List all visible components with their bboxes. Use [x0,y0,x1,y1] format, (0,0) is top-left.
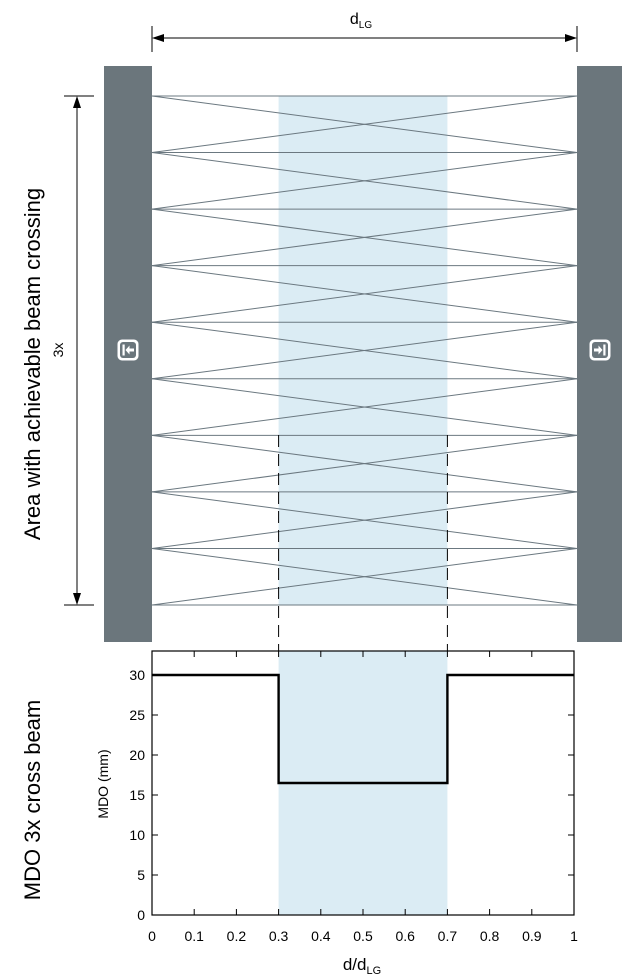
left-icon-bar [122,344,125,356]
x-tick-label-3: 0.3 [269,928,289,944]
beam-diagonal-up-7 [151,434,578,493]
top-dimension-right-arrow [565,34,577,42]
x-tick-label-2: 0.2 [227,928,247,944]
left-icon-arrow [125,345,134,355]
y-tick-label-4: 20 [129,747,145,763]
beam-diagonal-up-1 [151,95,578,154]
x-tick-label-4: 0.4 [311,928,331,944]
x-axis-label: d/dLG [343,955,381,977]
dashed-guides [278,435,448,651]
y-tick-label-5: 25 [129,707,145,723]
upper-side-label: Area with achievable beam crossing [20,188,45,540]
x-tick-label-5: 0.5 [353,928,373,944]
arrow-into-bar-left-icon [117,339,139,361]
left-dimension-bottom-arrow [73,593,81,605]
y-axis-label: MDO (mm) [95,749,111,818]
x-axis-ticks: 0 0.1 0.2 0.3 0.4 0.5 0.6 0.7 0.8 0.9 1 [148,651,578,944]
top-dimension-label: dLG [350,11,372,31]
arrow-into-bar-right-icon [589,339,611,361]
y-tick-label-0: 0 [137,907,145,923]
beam-diagonal-up-9 [151,547,578,606]
top-dimension-left-arrow [152,34,164,42]
x-tick-label-6: 0.6 [395,928,415,944]
beam-diagonal-up-5 [151,321,578,380]
x-tick-label-0: 0 [148,928,156,944]
right-icon-arrow [594,345,603,355]
beam-diagonal-up-8 [151,491,578,549]
left-dimension-top-arrow [73,96,81,108]
left-dimension [64,95,94,606]
top-dimension [151,26,578,52]
x-tick-label-9: 0.9 [522,928,542,944]
beam-diagonal-up-4 [151,265,578,323]
lower-side-label: MDO 3x cross beam [20,700,45,901]
beam-diagonal-up-6 [151,378,578,436]
x-axis-label-sub: LG [366,965,381,977]
top-dimension-main: d [350,11,359,28]
x-tick-label-10: 1 [570,928,578,944]
beam-lines [151,95,578,606]
mdo-series-line [152,673,574,785]
beam-diagonal-up-3 [151,208,578,267]
y-tick-label-3: 15 [129,787,145,803]
y-tick-label-2: 10 [129,827,145,843]
x-tick-label-7: 0.7 [438,928,458,944]
y-tick-label-6: 30 [129,667,145,683]
x-tick-label-8: 0.8 [480,928,500,944]
left-dimension-label: 3x [50,343,66,358]
top-dimension-sub: LG [359,20,373,31]
x-axis-label-main: d/d [343,955,367,974]
beam-diagonal-up-2 [151,152,578,210]
right-icon-bar [603,344,606,356]
mdo-chart: 0 0.1 0.2 0.3 0.4 0.5 0.6 0.7 0.8 0.9 1 0 5 10 15 20 25… [129,650,578,944]
x-tick-label-1: 0.1 [184,928,204,944]
y-tick-label-1: 5 [137,867,145,883]
